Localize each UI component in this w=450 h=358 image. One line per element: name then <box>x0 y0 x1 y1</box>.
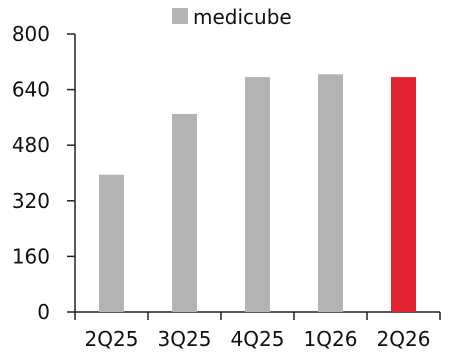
bar-1Q26 <box>318 74 343 312</box>
legend-label: medicube <box>193 5 292 29</box>
y-tick-label: 160 <box>12 244 50 268</box>
y-tick-label: 480 <box>12 133 50 157</box>
legend-swatch <box>172 8 188 24</box>
y-tick-label: 320 <box>12 189 50 213</box>
x-axis: 2Q25 3Q25 4Q25 1Q26 2Q26 <box>74 311 441 351</box>
bars <box>99 74 416 312</box>
y-tick-label: 800 <box>12 22 50 46</box>
y-axis: 0 160 320 480 640 800 <box>12 22 76 324</box>
bar-4Q25 <box>245 77 270 312</box>
x-tick-label: 4Q25 <box>231 327 285 351</box>
bar-3Q25 <box>172 113 197 312</box>
x-tick-label: 2Q25 <box>85 327 139 351</box>
legend: medicube <box>172 5 292 29</box>
bar-2Q26 <box>391 77 416 312</box>
x-tick-label: 3Q25 <box>158 327 212 351</box>
y-tick-label: 640 <box>12 78 50 102</box>
y-tick-label: 0 <box>37 300 50 324</box>
x-tick-label: 1Q26 <box>304 327 358 351</box>
bar-2Q25 <box>99 174 124 312</box>
x-tick-label: 2Q26 <box>377 327 431 351</box>
